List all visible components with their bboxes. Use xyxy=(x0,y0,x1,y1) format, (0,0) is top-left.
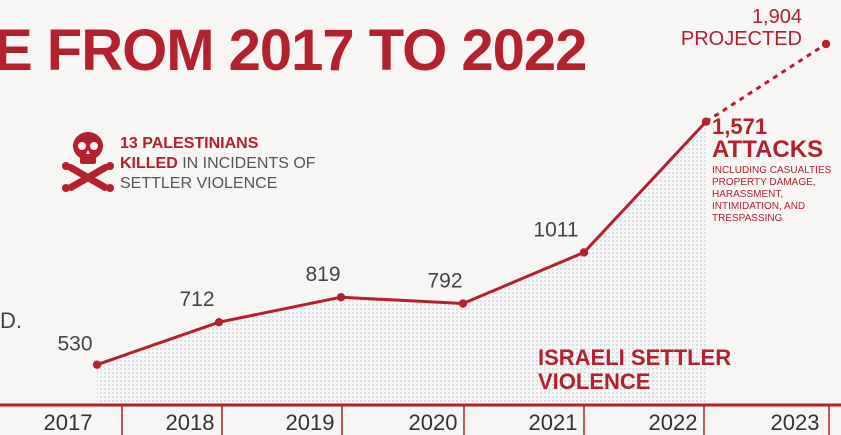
x-tick-label: 2023 xyxy=(771,410,820,435)
data-label: 712 xyxy=(179,288,214,311)
killed-word: KILLED xyxy=(120,155,178,172)
data-point xyxy=(214,317,224,327)
projection-value: 1,904 xyxy=(751,6,802,28)
data-point xyxy=(579,248,589,257)
attacks-value: 1,571 xyxy=(712,114,768,139)
x-tick-label: 2022 xyxy=(649,410,698,435)
series-line xyxy=(96,120,708,367)
data-point xyxy=(458,299,468,308)
area-fill xyxy=(97,121,706,405)
projection-annotation: 1,904 PROJECTED xyxy=(662,6,802,50)
data-point xyxy=(92,360,102,369)
data-label: 530 xyxy=(57,333,92,356)
attacks-annotation: 1,571 ATTACKS INCLUDING CASUALTIES PROPE… xyxy=(712,116,831,225)
page-title: E FROM 2017 TO 2022 xyxy=(0,18,587,83)
side-fragment-text: D. xyxy=(0,308,22,333)
x-tick-label: 2017 xyxy=(44,410,93,435)
killed-line3: SETTLER VIOLENCE xyxy=(120,175,278,192)
x-tick-label: 2020 xyxy=(409,410,458,435)
data-point xyxy=(336,293,346,302)
killed-note: 13 PALESTINIANS KILLED IN INCIDENTS OF S… xyxy=(120,134,316,194)
x-tick-label: 2018 xyxy=(166,410,215,435)
data-label: 819 xyxy=(305,263,340,286)
series-label: ISRAELI SETTLER VIOLENCE xyxy=(538,345,732,394)
data-point xyxy=(701,117,711,126)
x-tick-label: 2021 xyxy=(529,410,578,435)
x-tick-label: 2019 xyxy=(286,410,335,435)
projection-line xyxy=(705,42,827,123)
projected-point xyxy=(821,39,831,49)
skull-crossbones-icon xyxy=(62,128,114,199)
data-label: 1011 xyxy=(533,218,578,241)
attacks-description: INCLUDING CASUALTIES PROPERTY DAMAGE, HA… xyxy=(712,165,832,224)
attacks-word: ATTACKS xyxy=(712,136,824,163)
killed-rest: IN INCIDENTS OF xyxy=(177,155,316,172)
projection-label: PROJECTED xyxy=(680,28,802,50)
killed-headline: 13 PALESTINIANS xyxy=(120,135,259,152)
data-label: 792 xyxy=(427,270,462,293)
